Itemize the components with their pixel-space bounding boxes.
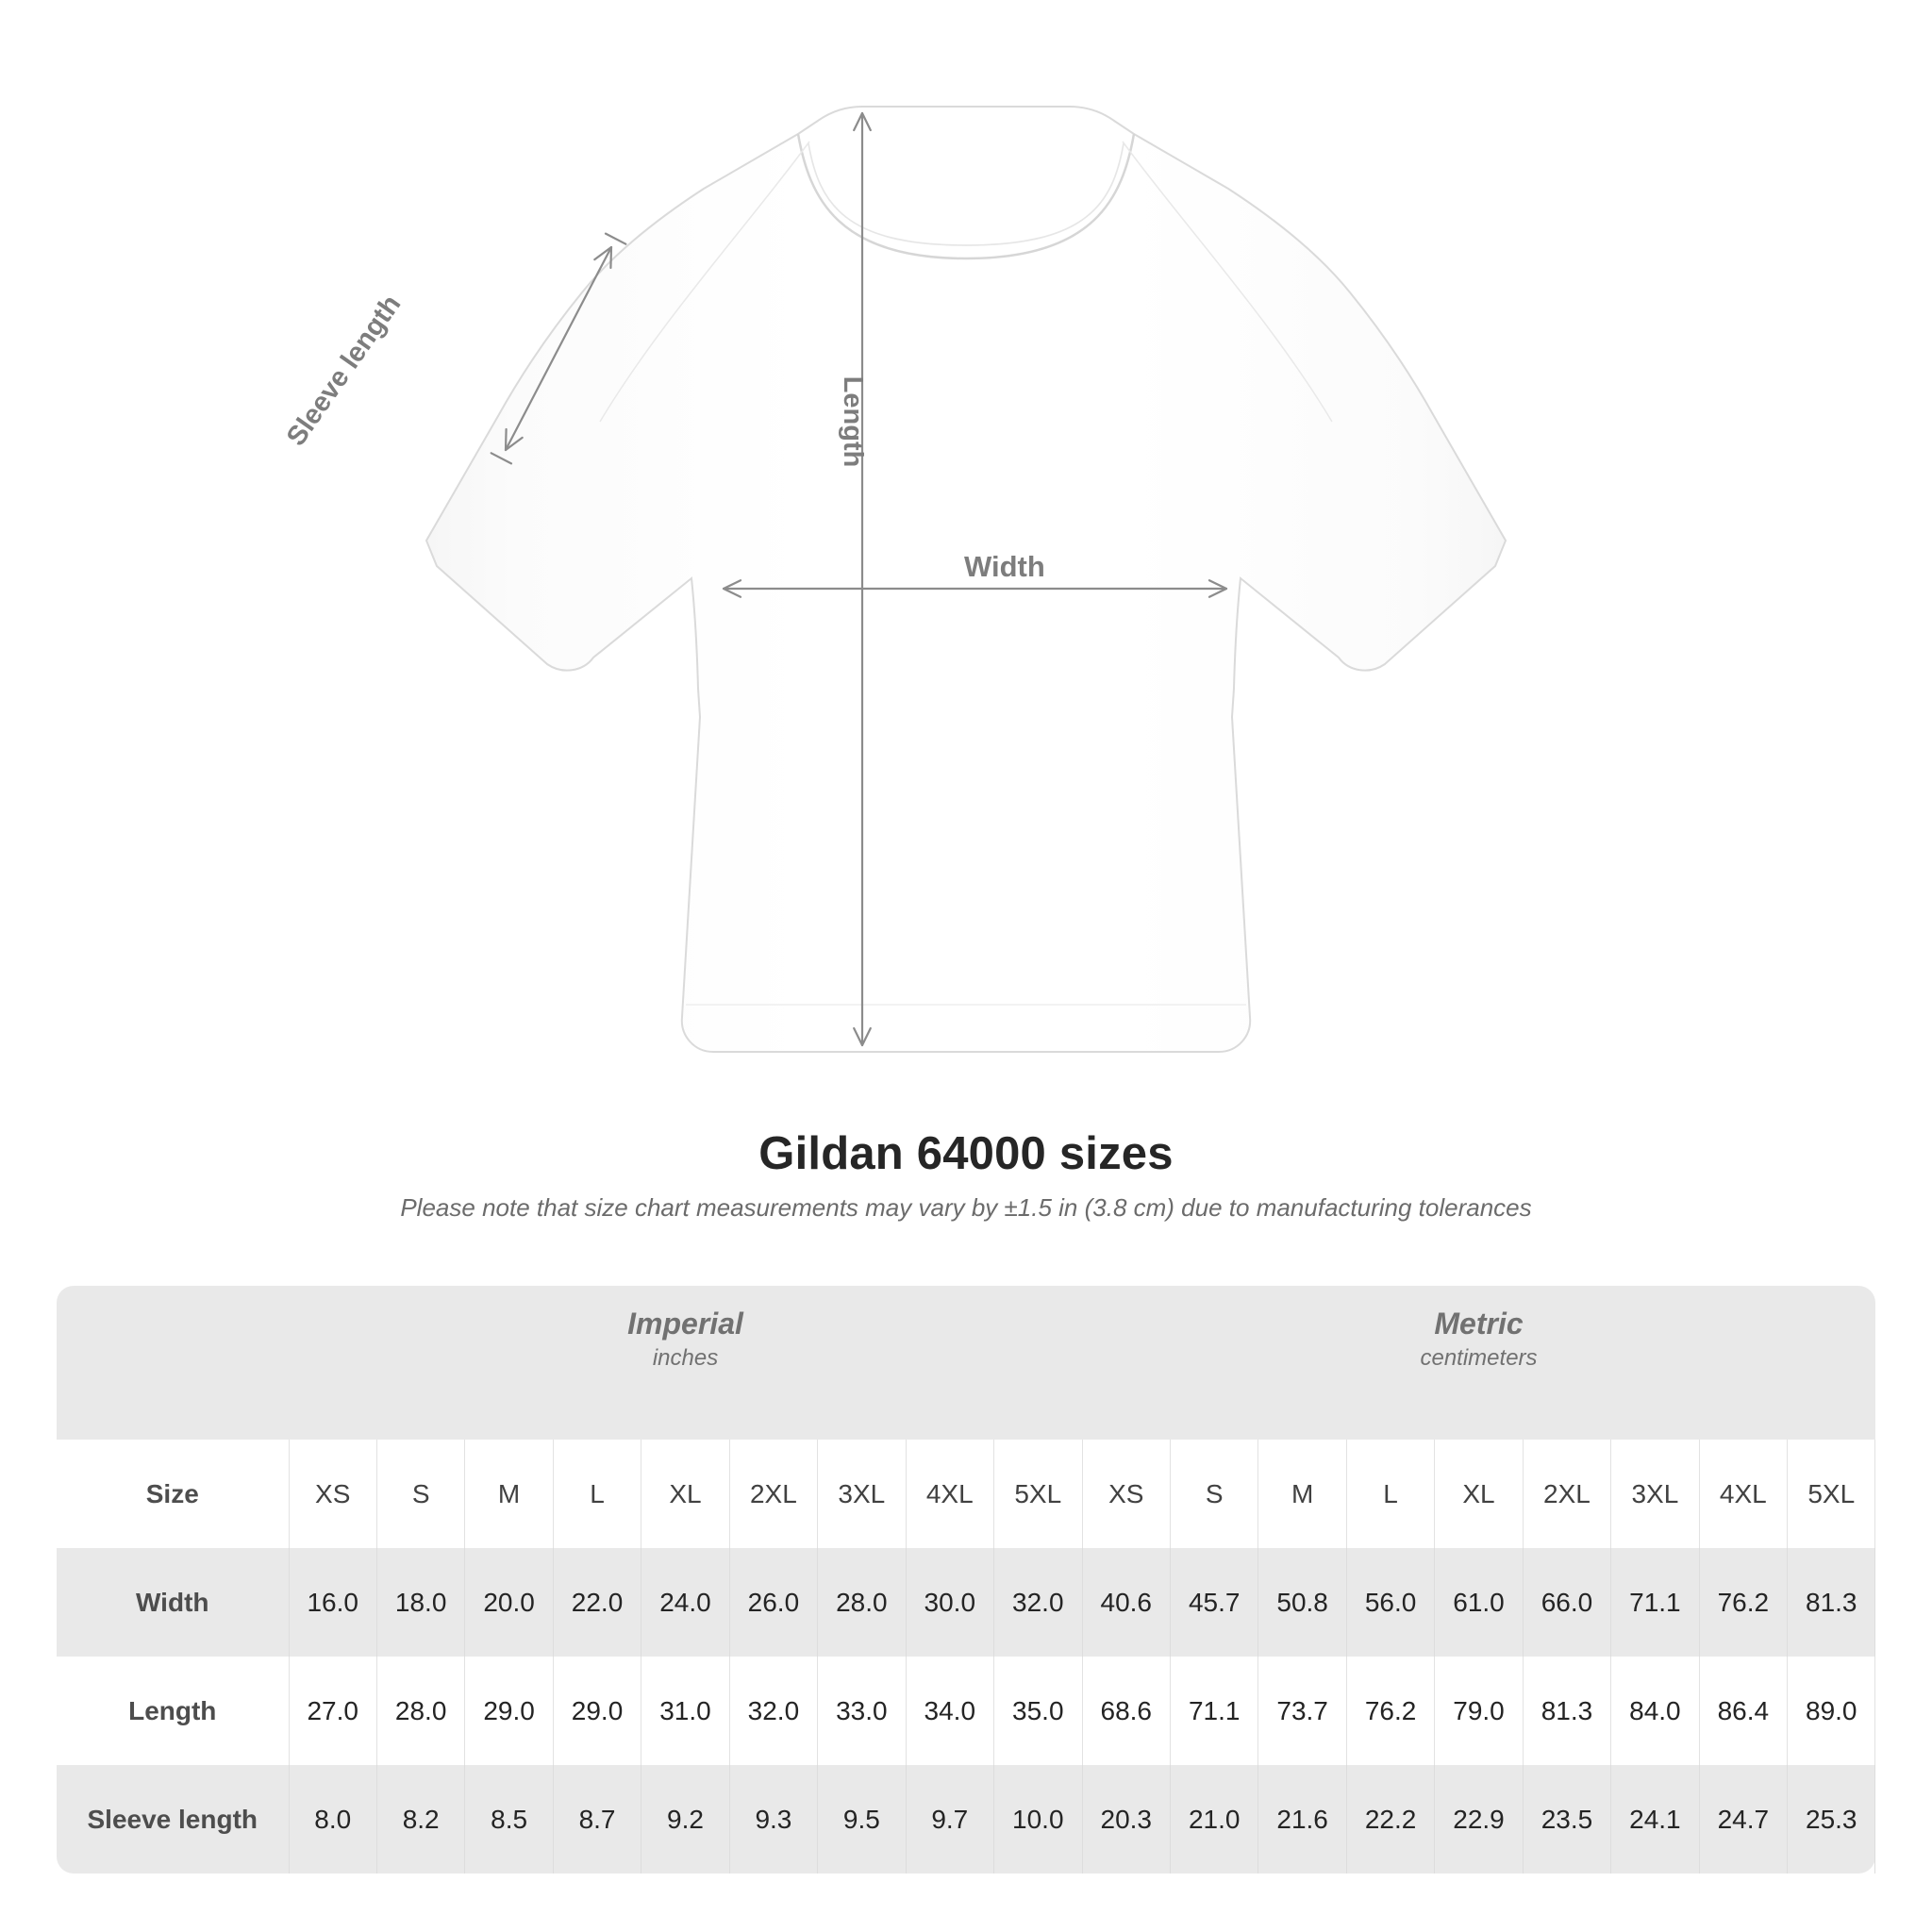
svg-text:Length: Length xyxy=(838,376,868,468)
svg-text:Width: Width xyxy=(964,550,1045,583)
svg-text:Sleeve length: Sleeve length xyxy=(281,290,407,452)
